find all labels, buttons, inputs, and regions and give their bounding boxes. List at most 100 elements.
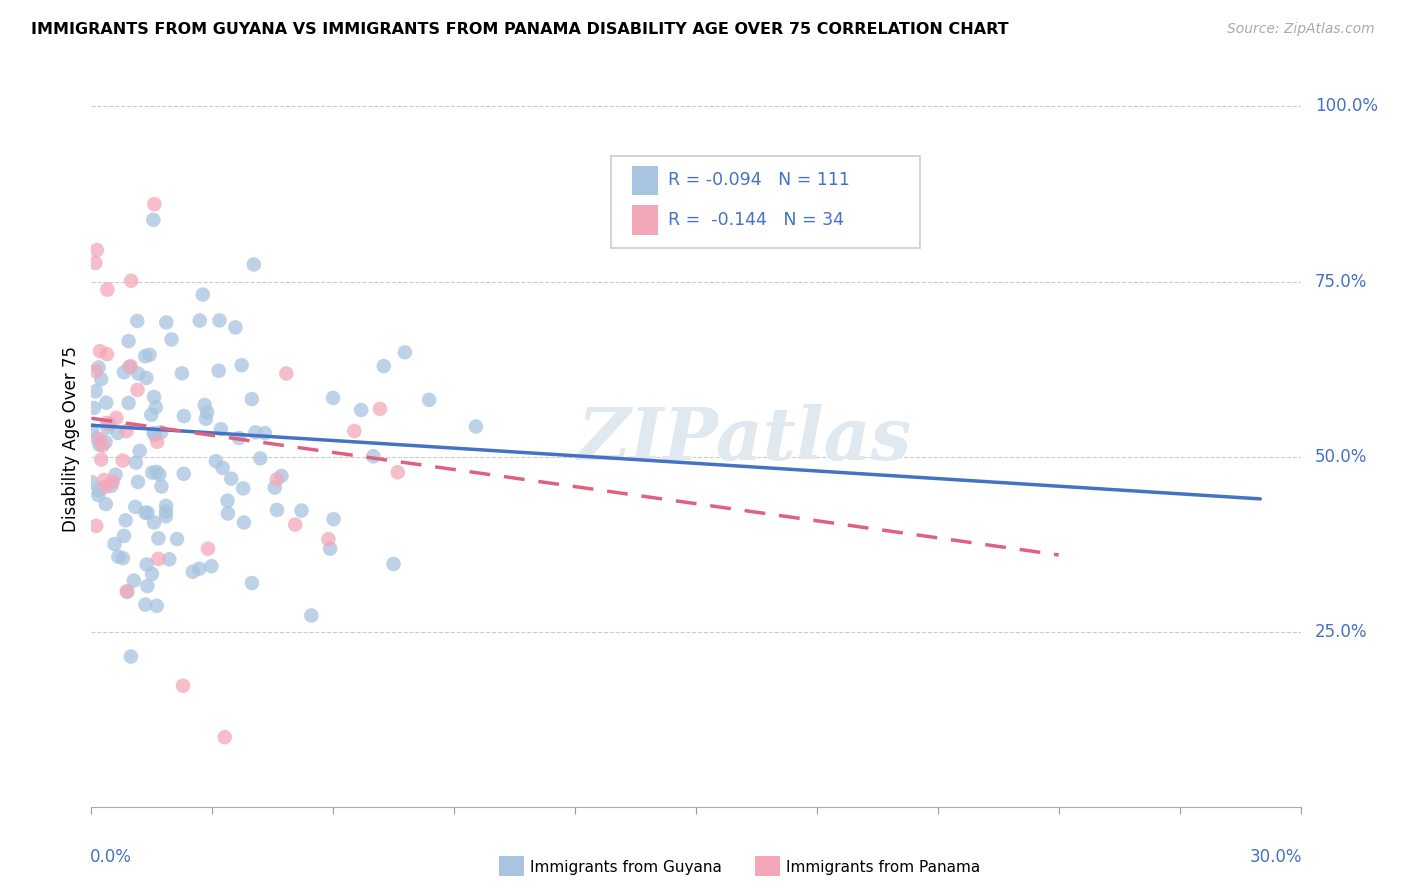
- Point: [86, 243, 108, 257]
- Point: [224, 320, 246, 334]
- Point: [105, 411, 128, 425]
- Text: IMMIGRANTS FROM GUYANA VS IMMIGRANTS FROM PANAMA DISABILITY AGE OVER 75 CORRELAT: IMMIGRANTS FROM GUYANA VS IMMIGRANTS FRO…: [31, 22, 1008, 37]
- Text: ZIPatlas: ZIPatlas: [578, 404, 911, 475]
- Point: [148, 552, 170, 566]
- Point: [100, 479, 122, 493]
- Point: [89, 438, 111, 452]
- Point: [127, 383, 149, 397]
- Point: [141, 566, 163, 581]
- Point: [368, 401, 391, 416]
- FancyBboxPatch shape: [631, 166, 658, 195]
- Point: [148, 531, 170, 545]
- Point: [299, 608, 322, 623]
- Point: [155, 509, 177, 524]
- Text: R =  -0.144   N = 34: R = -0.144 N = 34: [668, 211, 844, 229]
- Point: [173, 409, 195, 423]
- Point: [172, 679, 194, 693]
- Point: [231, 358, 253, 372]
- Point: [89, 344, 111, 359]
- Point: [141, 408, 163, 422]
- Point: [86, 431, 108, 445]
- Point: [117, 334, 139, 348]
- Point: [240, 576, 263, 591]
- Point: [134, 349, 156, 363]
- Point: [188, 562, 211, 576]
- Point: [350, 403, 373, 417]
- Point: [91, 438, 114, 452]
- Point: [124, 500, 146, 514]
- Point: [115, 424, 138, 438]
- Point: [373, 359, 395, 373]
- Point: [84, 364, 107, 378]
- Point: [155, 504, 177, 518]
- Point: [194, 411, 217, 425]
- Text: Immigrants from Panama: Immigrants from Panama: [786, 860, 980, 874]
- Point: [82, 423, 104, 437]
- Point: [228, 431, 250, 445]
- Point: [217, 493, 239, 508]
- Point: [319, 541, 342, 556]
- Point: [387, 465, 409, 479]
- Point: [111, 453, 134, 467]
- Point: [96, 416, 118, 430]
- Point: [107, 425, 129, 440]
- Point: [117, 396, 139, 410]
- Point: [166, 532, 188, 546]
- Point: [214, 730, 236, 744]
- Point: [128, 444, 150, 458]
- Point: [232, 482, 254, 496]
- Point: [141, 466, 163, 480]
- Point: [114, 513, 136, 527]
- Point: [200, 559, 222, 574]
- Point: [266, 503, 288, 517]
- Point: [87, 360, 110, 375]
- Point: [217, 507, 239, 521]
- Point: [94, 435, 117, 450]
- Point: [142, 426, 165, 441]
- Point: [157, 552, 180, 566]
- Point: [270, 469, 292, 483]
- Text: Immigrants from Guyana: Immigrants from Guyana: [530, 860, 721, 874]
- Point: [266, 472, 288, 486]
- Point: [143, 390, 166, 404]
- Point: [263, 481, 285, 495]
- Point: [150, 479, 173, 493]
- Text: 30.0%: 30.0%: [1250, 847, 1302, 866]
- Point: [90, 372, 112, 386]
- Point: [103, 537, 125, 551]
- Point: [115, 584, 138, 599]
- Point: [94, 497, 117, 511]
- Point: [253, 426, 276, 441]
- Point: [136, 506, 159, 520]
- Text: 0.0%: 0.0%: [90, 847, 132, 866]
- Point: [322, 391, 344, 405]
- Point: [148, 467, 170, 482]
- Point: [208, 313, 231, 327]
- Point: [209, 422, 232, 436]
- Point: [120, 274, 142, 288]
- Point: [418, 392, 440, 407]
- Point: [96, 347, 118, 361]
- Point: [80, 475, 103, 490]
- Point: [382, 557, 405, 571]
- Point: [83, 401, 105, 415]
- Point: [197, 541, 219, 556]
- Point: [87, 483, 110, 498]
- Point: [155, 315, 177, 329]
- Point: [96, 395, 118, 409]
- Point: [94, 480, 117, 494]
- Text: 50.0%: 50.0%: [1315, 448, 1368, 466]
- Point: [205, 454, 228, 468]
- Point: [322, 512, 344, 526]
- Point: [125, 456, 148, 470]
- Point: [284, 517, 307, 532]
- Point: [84, 519, 107, 533]
- Point: [343, 424, 366, 438]
- Point: [122, 574, 145, 588]
- Point: [143, 197, 166, 211]
- Point: [120, 649, 142, 664]
- Point: [249, 451, 271, 466]
- Point: [93, 473, 115, 487]
- Point: [219, 472, 242, 486]
- Point: [90, 452, 112, 467]
